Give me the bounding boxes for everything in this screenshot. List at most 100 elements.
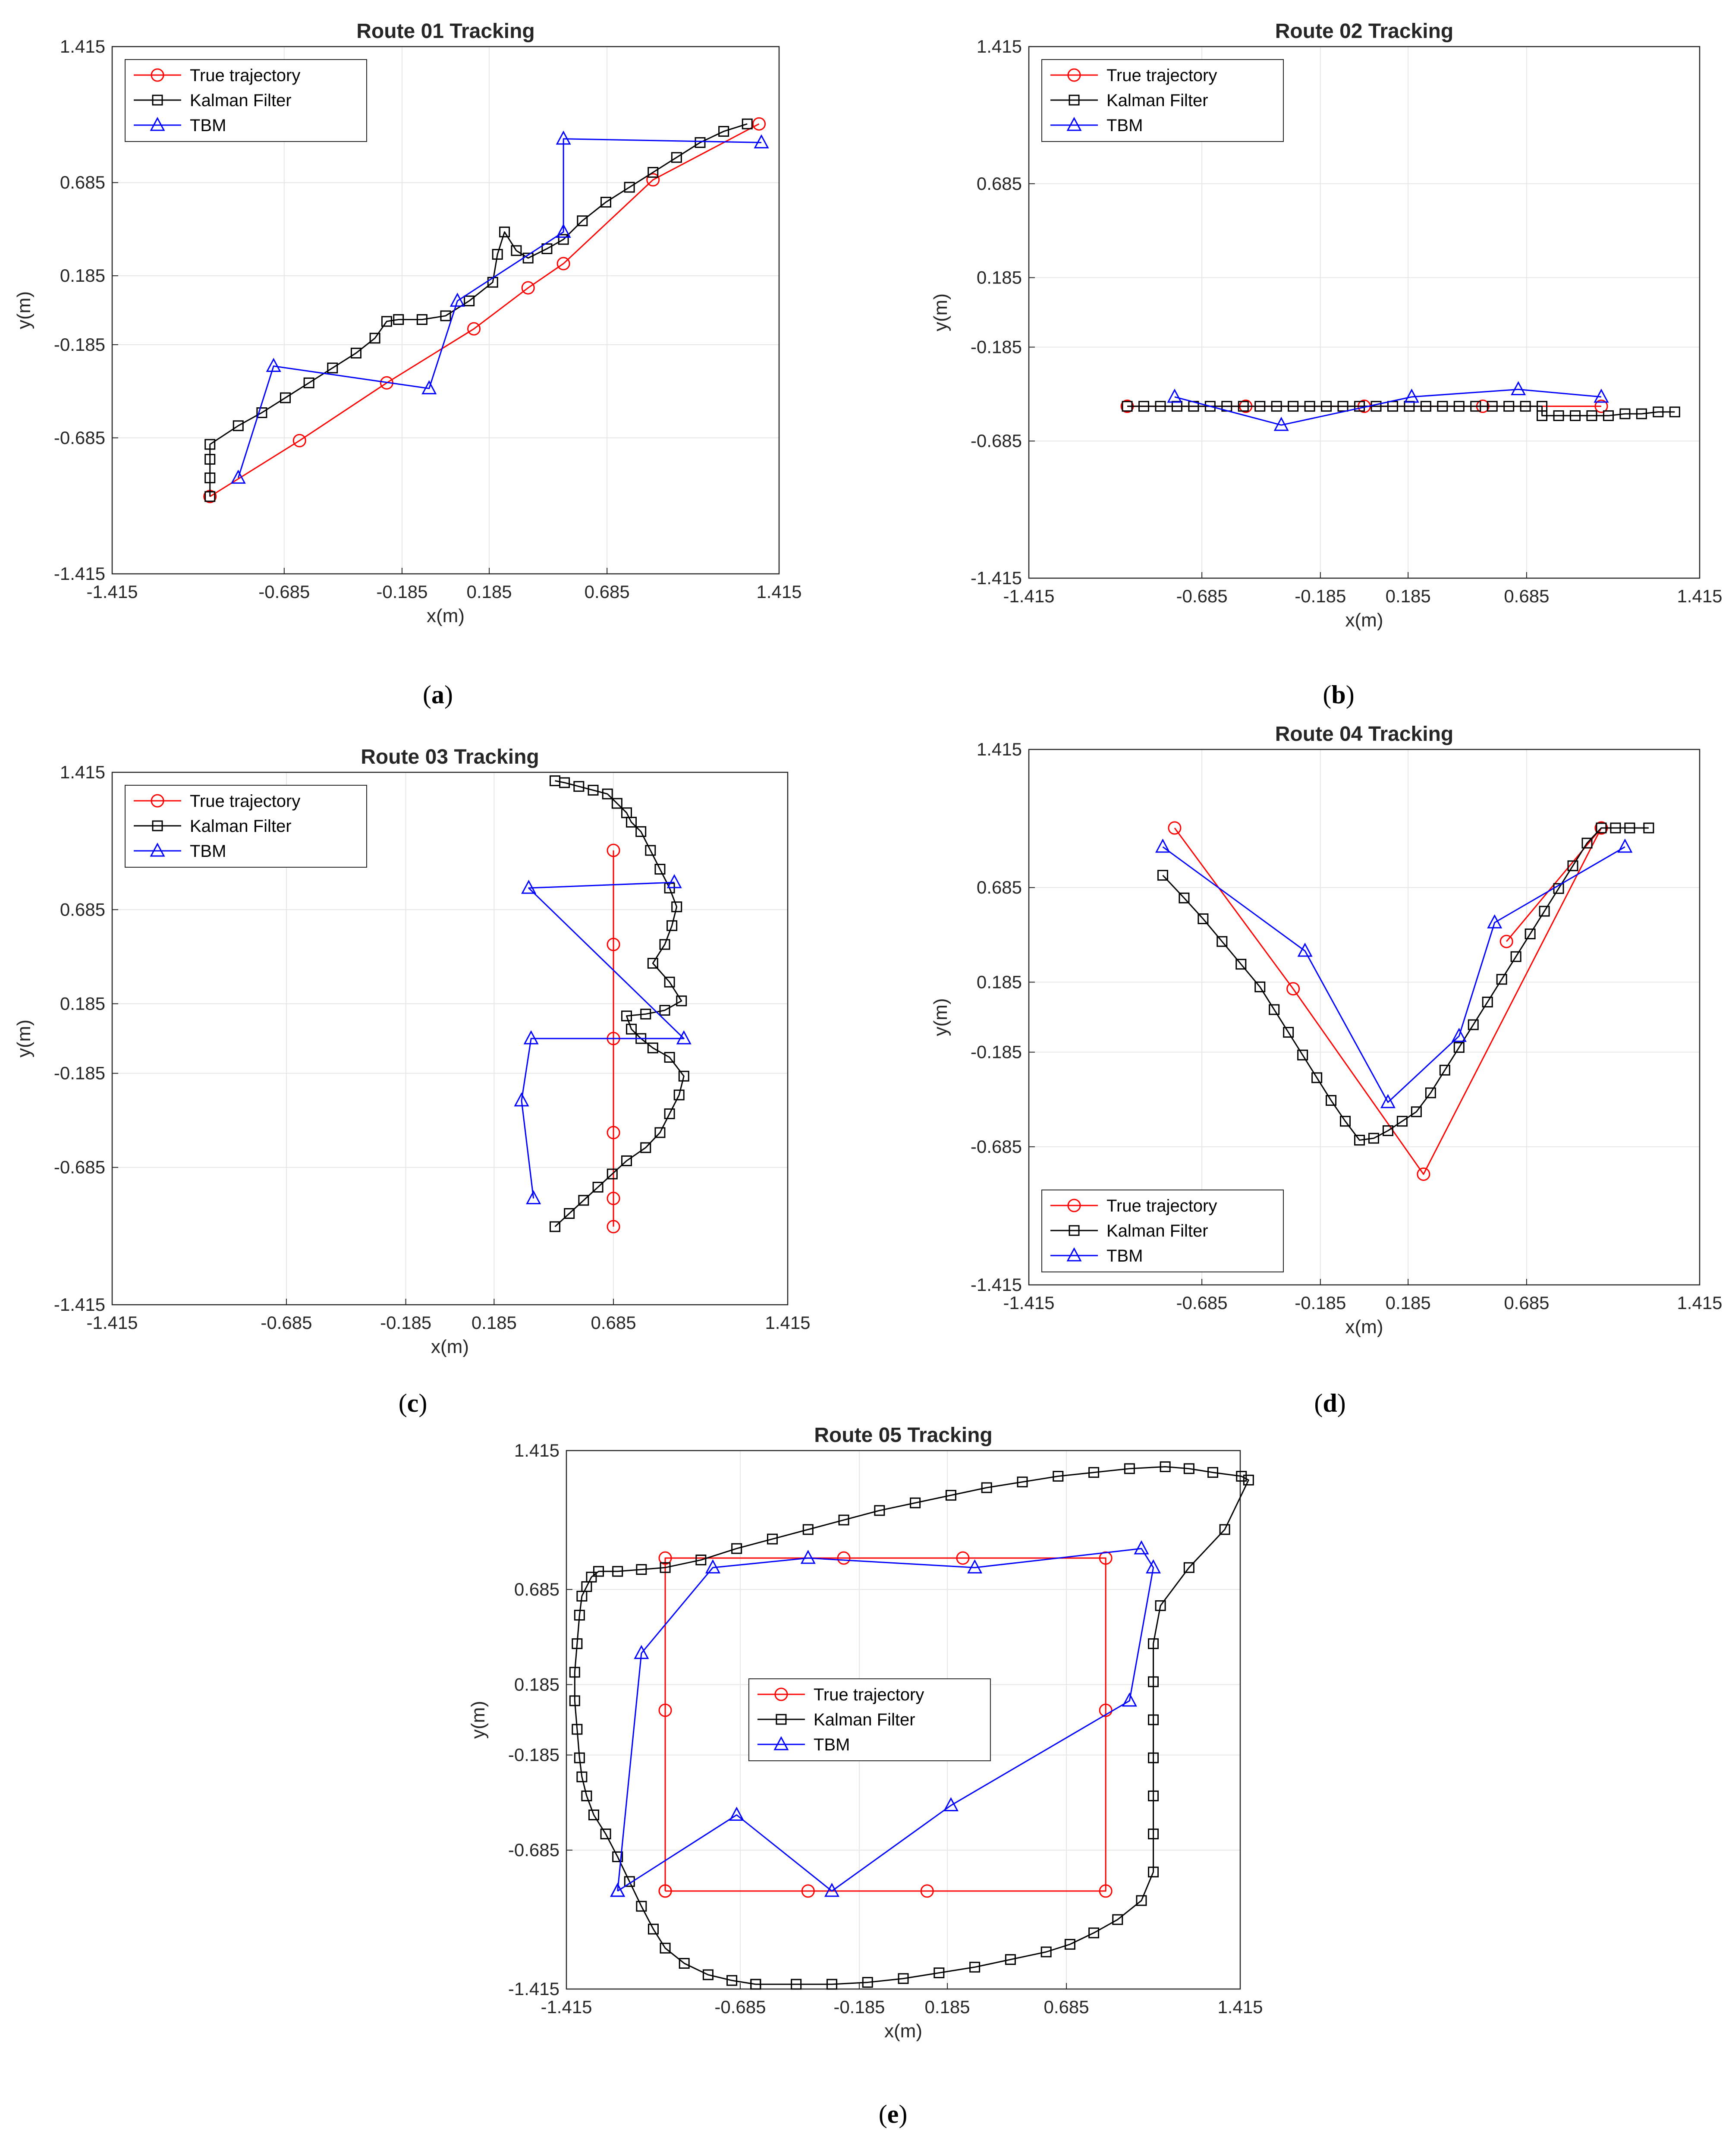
kalman-filter-point	[549, 775, 560, 787]
kalman-filter-line	[209, 123, 748, 497]
kalman-filter-point	[204, 491, 216, 502]
kalman-filter-point	[1148, 1676, 1159, 1687]
y-tick-label: -1.415	[971, 1275, 1022, 1295]
legend-label-true-trajectory: True trajectory	[190, 792, 300, 811]
y-tick-label: 0.685	[977, 877, 1022, 897]
kalman-filter-point	[576, 1771, 588, 1782]
legend-label-true-trajectory: True trajectory	[1106, 66, 1217, 85]
kalman-filter-point	[647, 958, 658, 969]
tbm-point	[1134, 1540, 1149, 1555]
kalman-filter-point	[572, 1638, 583, 1649]
panel-c: -1.415 -0.685 -0.185 0.185 0.685 1.415 -1.415 -…	[13, 746, 811, 1417]
kalman-filter-point	[204, 453, 216, 465]
kalman-filter-point	[1470, 401, 1481, 412]
kalman-filter-point	[549, 1221, 560, 1232]
kalman-filter-point	[1539, 906, 1550, 917]
kalman-filter-point	[1326, 1095, 1337, 1106]
legend-label-kalman-filter: Kalman Filter	[814, 1710, 915, 1729]
tbm-line	[1162, 846, 1625, 1103]
kalman-filter-point	[666, 920, 678, 931]
kalman-filter-point	[636, 1564, 647, 1575]
kalman-filter-point	[572, 1724, 583, 1735]
y-axis-label: y(m)	[930, 293, 951, 331]
kalman-filter-point	[541, 243, 553, 255]
tbm-point	[1511, 381, 1526, 395]
kalman-filter-point	[1254, 981, 1266, 992]
kalman-filter-point	[1669, 406, 1680, 418]
kalman-filter-point	[945, 1490, 956, 1501]
kalman-filter-point	[934, 1967, 945, 1979]
x-tick-label: -0.685	[1176, 586, 1228, 606]
kalman-filter-point	[742, 118, 753, 129]
kalman-filter-point	[1503, 401, 1515, 412]
kalman-filter-point	[654, 864, 666, 875]
true-trajectory-point	[1286, 982, 1300, 996]
tbm-point	[634, 1645, 649, 1659]
tbm-point	[1297, 942, 1313, 957]
x-tick-label: -0.685	[714, 1997, 766, 2017]
kalman-filter-point	[1254, 401, 1266, 412]
y-tick-label: -0.685	[971, 1136, 1022, 1157]
y-tick-label: 1.415	[977, 36, 1022, 57]
kalman-filter-point	[695, 1555, 707, 1566]
kalman-filter-point	[838, 1514, 849, 1526]
kalman-filter-line	[554, 780, 685, 1228]
tbm-point	[1617, 838, 1633, 853]
kalman-filter-point	[676, 995, 687, 1007]
kalman-filter-point	[679, 1958, 690, 1969]
kalman-filter-point	[1122, 401, 1133, 412]
kalman-filter-point	[256, 407, 267, 418]
kalman-filter-point	[695, 137, 706, 148]
kalman-filter-point	[1148, 1752, 1159, 1763]
kalman-filter-point	[574, 1609, 585, 1621]
y-tick-label: 0.185	[977, 972, 1022, 992]
y-tick-label: 1.415	[977, 739, 1022, 759]
kalman-filter-point	[1207, 1467, 1219, 1478]
kalman-filter-point	[874, 1505, 885, 1516]
x-tick-label: -0.185	[380, 1312, 431, 1333]
kalman-filter-point	[1420, 401, 1431, 412]
panel-a: -1.415 -0.685 -0.185 0.185 0.685 1.415 -1.415 -…	[13, 20, 802, 709]
true-trajectory-point	[956, 1551, 970, 1565]
kalman-filter-point	[1581, 837, 1593, 849]
kalman-filter-point	[654, 1127, 666, 1138]
true-trajectory-point	[752, 117, 766, 131]
true-trajectory-point	[1099, 1884, 1113, 1898]
kalman-filter-point	[1017, 1476, 1028, 1488]
kalman-filter-point	[327, 362, 338, 374]
x-tick-label: 0.685	[585, 582, 630, 602]
kalman-filter-point	[898, 1973, 909, 1984]
y-tick-label: -0.685	[971, 431, 1022, 451]
y-tick-label: 0.185	[60, 265, 105, 286]
kalman-filter-point	[802, 1524, 814, 1535]
chart-title: Route 04 Tracking	[1275, 723, 1453, 746]
panel-caption: (e)	[879, 2100, 908, 2128]
kalman-filter-point	[612, 1566, 623, 1577]
y-tick-label: 1.415	[514, 1440, 560, 1460]
kalman-filter-point	[1148, 1638, 1159, 1649]
kalman-filter-point	[1138, 401, 1149, 412]
y-tick-label: -0.185	[508, 1745, 560, 1765]
y-axis-label: y(m)	[468, 1701, 489, 1739]
kalman-filter-point	[718, 126, 729, 137]
true-trajectory-line	[664, 1557, 1106, 1892]
axes-box	[1028, 749, 1701, 1286]
true-trajectory-point	[920, 1884, 934, 1898]
y-tick-label: -1.415	[508, 1979, 560, 1999]
kalman-filter-point	[577, 215, 588, 227]
chart-title: Route 03 Tracking	[361, 746, 539, 768]
kalman-filter-point	[1160, 1461, 1171, 1472]
series-tbm	[610, 1540, 1161, 1897]
true-trajectory-line	[1174, 827, 1602, 1175]
legend-label-tbm: TBM	[190, 842, 226, 861]
kalman-filter-point	[648, 167, 659, 178]
legend: True trajectory Kalman Filter TBM	[748, 1678, 991, 1761]
true-trajectory-point	[607, 1192, 620, 1205]
legend-marker-true-trajectory	[1067, 68, 1081, 82]
legend-marker-tbm	[773, 1736, 789, 1750]
kalman-filter-line	[1127, 406, 1675, 416]
legend-label-true-trajectory: True trajectory	[814, 1685, 924, 1704]
legend-marker-tbm	[1066, 1247, 1082, 1262]
kalman-filter-point	[1570, 410, 1581, 421]
kalman-filter-point	[624, 182, 635, 193]
